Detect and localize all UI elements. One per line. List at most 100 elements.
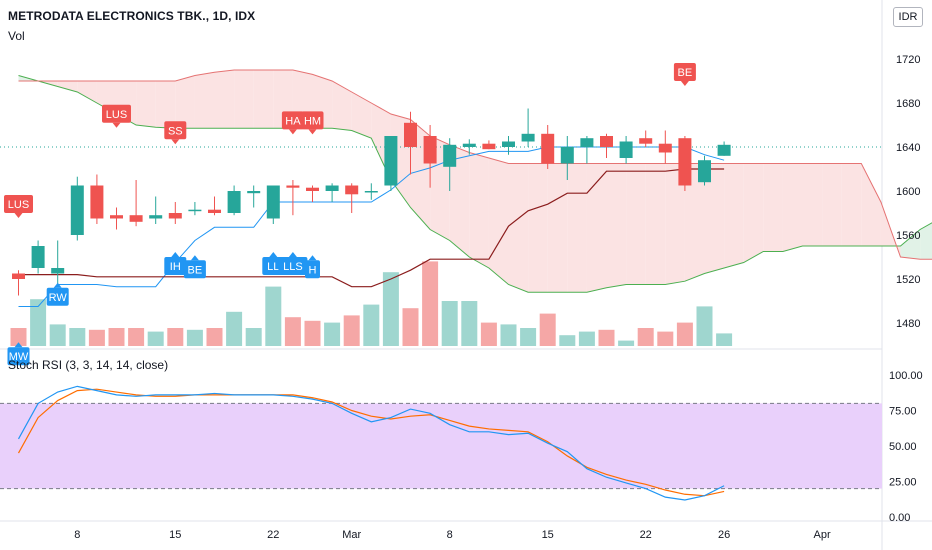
cloud-segment — [606, 163, 627, 288]
pattern-markers: LUS LUS SS HA HM BE MW RW IH BE LL LLS H — [4, 63, 696, 366]
marker-label: HM — [304, 115, 321, 127]
candle-body — [129, 215, 143, 222]
volume-bar — [480, 322, 497, 346]
candle-body — [227, 191, 241, 213]
cloud-segment — [861, 163, 881, 246]
cloud-segment — [567, 163, 587, 293]
marker-box — [7, 347, 30, 366]
axes: 1480 1520 1560 1600 1640 1680 1720 0.00 25.00 50.… — [74, 54, 922, 541]
cloud-segment — [547, 163, 568, 293]
volume-bar — [520, 328, 537, 346]
rsi-d-line — [17, 388, 725, 497]
pattern-marker-be: BE — [673, 63, 696, 86]
cloud-segment — [626, 163, 646, 285]
pattern-marker-rw: RW — [46, 282, 69, 306]
marker-box — [46, 287, 69, 306]
marker-label: RW — [49, 292, 68, 304]
marker-label: HA — [285, 115, 301, 127]
candle-body — [266, 185, 280, 219]
chart-title: METRODATA ELECTRONICS TBK., 1D, IDX — [8, 9, 256, 23]
marker-box — [305, 260, 320, 279]
volume-bar — [10, 328, 27, 346]
candle-body — [208, 209, 221, 213]
pattern-marker-lus: LUS — [4, 195, 33, 218]
price-tick-label: 1640 — [896, 142, 920, 154]
candle-body — [70, 185, 84, 235]
kijun-line — [18, 168, 725, 288]
candle-body — [698, 160, 711, 183]
time-tick-label: 22 — [267, 529, 279, 541]
marker-label: IH — [170, 261, 181, 273]
marker-pointer — [190, 255, 199, 261]
cloud-segment — [920, 222, 932, 260]
cloud-segment — [704, 163, 725, 274]
candle-body — [286, 185, 300, 188]
currency-button[interactable]: IDR — [893, 7, 923, 27]
time-tick-label: 26 — [718, 529, 730, 541]
marker-pointer — [288, 129, 297, 135]
volume-bar — [167, 328, 184, 346]
time-tick-label: 8 — [74, 529, 80, 541]
marker-pointer — [171, 252, 180, 257]
marker-pointer — [53, 282, 62, 288]
pattern-marker-ha: HA — [281, 111, 304, 135]
candle-body — [90, 185, 104, 219]
volume-bar — [618, 340, 635, 346]
cloud-segment — [332, 81, 352, 131]
cloud-segment — [645, 163, 666, 285]
candle-body — [12, 273, 25, 279]
candle-body — [580, 138, 594, 147]
cloud-segment — [724, 163, 744, 268]
volume-bar — [716, 333, 733, 346]
candle-body — [168, 213, 182, 219]
volume-bar — [500, 324, 517, 346]
cloud-segment — [782, 163, 803, 252]
volume-bar — [245, 328, 262, 346]
cloud-segment — [528, 163, 548, 293]
candle-body — [364, 191, 378, 193]
marker-pointer — [308, 255, 317, 261]
volume-bars — [10, 261, 733, 346]
candle-body — [149, 215, 163, 219]
volume-bar — [657, 331, 674, 346]
candle-body — [345, 185, 359, 195]
marker-box — [183, 260, 206, 279]
marker-label: LUS — [8, 199, 29, 211]
cloud-segment — [57, 81, 78, 92]
volume-bar — [265, 286, 282, 346]
pattern-marker-h: H — [305, 255, 320, 279]
marker-box — [301, 111, 324, 130]
marker-box — [164, 121, 187, 140]
marker-box — [102, 104, 131, 123]
candle-body — [443, 144, 457, 167]
pattern-marker-mw: MW — [7, 342, 30, 366]
cloud-segment — [665, 163, 685, 285]
candle-body — [306, 187, 319, 191]
volume-label: Vol — [8, 29, 25, 43]
marker-box — [673, 63, 696, 81]
volume-bar — [343, 315, 360, 346]
marker-pointer — [288, 252, 297, 257]
marker-pointer — [112, 122, 121, 128]
volume-bar — [539, 313, 556, 346]
time-tick-label: 15 — [169, 529, 181, 541]
cloud-segment — [802, 163, 823, 246]
candle-body — [384, 136, 398, 186]
volume-bar — [559, 335, 576, 346]
cloud-segment — [763, 163, 783, 252]
cloud-segment — [743, 163, 764, 263]
rsi-tick-label: 50.00 — [889, 441, 917, 453]
marker-pointer — [171, 139, 180, 145]
volume-bar — [284, 317, 301, 346]
marker-label: LL — [267, 261, 279, 273]
marker-label: MW — [9, 351, 29, 363]
price-tick-label: 1600 — [896, 186, 920, 198]
candle-body — [502, 141, 515, 147]
marker-box — [164, 257, 187, 275]
candle-body — [619, 141, 633, 158]
candle-body — [717, 144, 731, 156]
price-tick-label: 1720 — [896, 54, 920, 66]
candle-body — [247, 191, 261, 194]
pattern-marker-lls: LLS — [278, 252, 308, 275]
